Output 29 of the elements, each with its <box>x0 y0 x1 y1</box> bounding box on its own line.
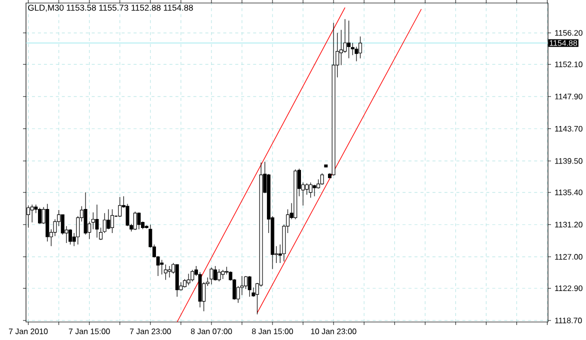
candlestick <box>168 266 172 278</box>
candlestick <box>137 212 141 230</box>
candlestick <box>30 204 34 223</box>
candlestick <box>106 208 110 230</box>
candlestick <box>358 36 362 59</box>
candlestick <box>110 208 114 234</box>
candlestick <box>217 268 221 282</box>
candlestick <box>210 267 214 285</box>
candlestick <box>38 207 42 224</box>
candlestick <box>312 184 316 197</box>
candlestick <box>186 273 190 286</box>
candlestick <box>95 204 99 238</box>
candlestick <box>68 228 72 245</box>
candlestick <box>354 46 358 62</box>
candlestick <box>102 212 106 234</box>
candlestick <box>164 264 168 280</box>
candlestick <box>118 196 122 218</box>
candlestick <box>308 182 312 198</box>
candlestick <box>160 260 164 275</box>
candlestick <box>214 266 218 281</box>
candlestick <box>347 20 351 59</box>
candlestick <box>305 182 309 196</box>
candlestick <box>248 276 252 297</box>
candlestick <box>84 192 88 235</box>
candlestick <box>133 211 137 230</box>
candlestick <box>221 270 225 280</box>
candlestick <box>91 212 95 230</box>
chart-title: GLD,M30 1153.58 1155.73 1152.88 1154.88 <box>28 4 193 12</box>
candlestick <box>190 270 194 282</box>
